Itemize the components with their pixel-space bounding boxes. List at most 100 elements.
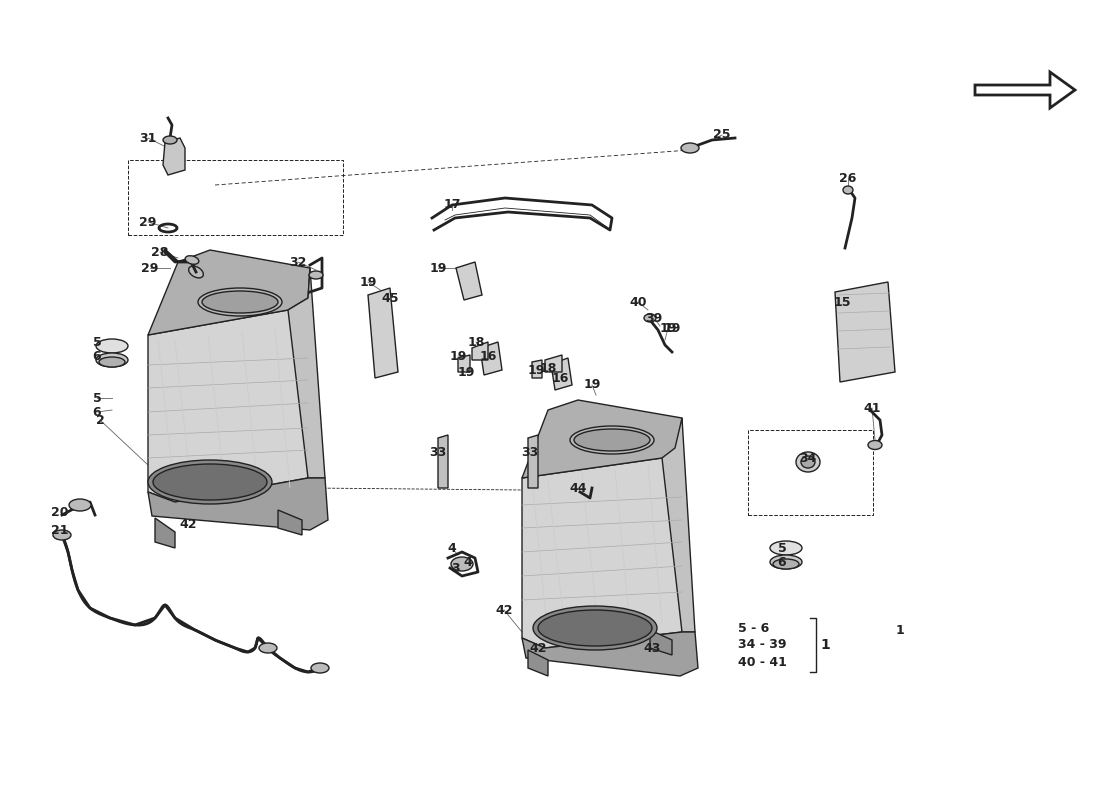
Ellipse shape bbox=[451, 557, 473, 571]
Text: 34: 34 bbox=[800, 451, 816, 465]
Polygon shape bbox=[544, 355, 562, 372]
Text: 5: 5 bbox=[778, 542, 786, 554]
Text: 16: 16 bbox=[551, 371, 569, 385]
Text: 5: 5 bbox=[92, 391, 101, 405]
Text: 32: 32 bbox=[289, 255, 307, 269]
Text: 15: 15 bbox=[834, 295, 850, 309]
Polygon shape bbox=[522, 448, 682, 648]
Ellipse shape bbox=[309, 271, 323, 279]
Polygon shape bbox=[551, 358, 572, 390]
Ellipse shape bbox=[185, 256, 199, 264]
Text: 1: 1 bbox=[895, 623, 904, 637]
Ellipse shape bbox=[258, 643, 277, 653]
Text: 4: 4 bbox=[463, 555, 472, 569]
Text: 16: 16 bbox=[480, 350, 497, 362]
Ellipse shape bbox=[770, 555, 802, 569]
Text: 25: 25 bbox=[713, 129, 730, 142]
Ellipse shape bbox=[53, 530, 72, 540]
Polygon shape bbox=[528, 435, 538, 488]
Ellipse shape bbox=[96, 339, 128, 353]
Ellipse shape bbox=[801, 456, 815, 468]
Text: 26: 26 bbox=[839, 171, 857, 185]
Bar bbox=[748, 430, 873, 515]
Text: 19: 19 bbox=[527, 363, 544, 377]
Text: 2: 2 bbox=[96, 414, 104, 426]
Text: 29: 29 bbox=[140, 215, 156, 229]
Text: 28: 28 bbox=[152, 246, 168, 258]
Polygon shape bbox=[155, 518, 175, 548]
Polygon shape bbox=[278, 510, 303, 535]
Ellipse shape bbox=[644, 314, 656, 322]
Ellipse shape bbox=[574, 429, 650, 451]
Ellipse shape bbox=[69, 499, 91, 511]
Text: 4: 4 bbox=[448, 542, 456, 554]
Polygon shape bbox=[522, 632, 698, 676]
Ellipse shape bbox=[148, 460, 272, 504]
Text: 5 - 6: 5 - 6 bbox=[738, 622, 769, 634]
Polygon shape bbox=[532, 360, 542, 378]
Ellipse shape bbox=[796, 452, 820, 472]
Ellipse shape bbox=[198, 288, 282, 316]
Polygon shape bbox=[148, 478, 328, 530]
Ellipse shape bbox=[868, 441, 882, 450]
Text: 5: 5 bbox=[92, 335, 101, 349]
Polygon shape bbox=[522, 400, 682, 478]
Polygon shape bbox=[480, 342, 502, 375]
Text: 33: 33 bbox=[521, 446, 539, 458]
Text: 39: 39 bbox=[646, 311, 662, 325]
Text: 42: 42 bbox=[529, 642, 547, 654]
Ellipse shape bbox=[534, 606, 657, 650]
Polygon shape bbox=[288, 268, 324, 478]
Text: 6: 6 bbox=[778, 555, 786, 569]
Ellipse shape bbox=[843, 186, 852, 194]
Text: 19: 19 bbox=[360, 275, 376, 289]
Text: 3: 3 bbox=[451, 562, 460, 574]
Text: 20: 20 bbox=[52, 506, 68, 518]
Polygon shape bbox=[148, 300, 308, 502]
Polygon shape bbox=[456, 262, 482, 300]
Ellipse shape bbox=[773, 559, 799, 569]
Text: 45: 45 bbox=[382, 291, 398, 305]
Text: 6: 6 bbox=[92, 406, 101, 418]
Text: 18: 18 bbox=[468, 335, 485, 349]
Text: 42: 42 bbox=[179, 518, 197, 531]
Polygon shape bbox=[650, 630, 672, 655]
Ellipse shape bbox=[96, 353, 128, 367]
Ellipse shape bbox=[311, 663, 329, 673]
Polygon shape bbox=[662, 418, 695, 632]
Ellipse shape bbox=[163, 136, 177, 144]
Text: 40 - 41: 40 - 41 bbox=[738, 655, 786, 669]
Text: 42: 42 bbox=[495, 603, 513, 617]
Text: 40: 40 bbox=[629, 295, 647, 309]
Text: 19: 19 bbox=[659, 322, 676, 334]
Text: 34 - 39: 34 - 39 bbox=[738, 638, 786, 651]
Polygon shape bbox=[163, 138, 185, 175]
Ellipse shape bbox=[570, 426, 654, 454]
Text: 21: 21 bbox=[52, 523, 68, 537]
Text: 1: 1 bbox=[820, 638, 829, 652]
Ellipse shape bbox=[153, 464, 267, 500]
Text: 43: 43 bbox=[644, 642, 661, 654]
Text: 29: 29 bbox=[141, 262, 158, 274]
Polygon shape bbox=[835, 282, 895, 382]
Ellipse shape bbox=[99, 357, 125, 367]
Text: 18: 18 bbox=[539, 362, 557, 374]
Polygon shape bbox=[458, 355, 470, 372]
Text: 19: 19 bbox=[583, 378, 601, 391]
Polygon shape bbox=[528, 650, 548, 676]
Text: 19: 19 bbox=[429, 262, 447, 274]
Text: 44: 44 bbox=[570, 482, 586, 494]
Text: 19: 19 bbox=[449, 350, 466, 362]
Bar bbox=[128, 160, 343, 235]
Text: 33: 33 bbox=[429, 446, 447, 458]
Ellipse shape bbox=[770, 541, 802, 555]
Text: 31: 31 bbox=[140, 131, 156, 145]
Ellipse shape bbox=[538, 610, 652, 646]
Ellipse shape bbox=[202, 291, 278, 313]
Polygon shape bbox=[472, 342, 488, 360]
Polygon shape bbox=[438, 435, 448, 488]
Text: 17: 17 bbox=[443, 198, 461, 211]
Text: 6: 6 bbox=[92, 350, 101, 362]
Text: 19: 19 bbox=[663, 322, 681, 334]
Ellipse shape bbox=[681, 143, 698, 153]
